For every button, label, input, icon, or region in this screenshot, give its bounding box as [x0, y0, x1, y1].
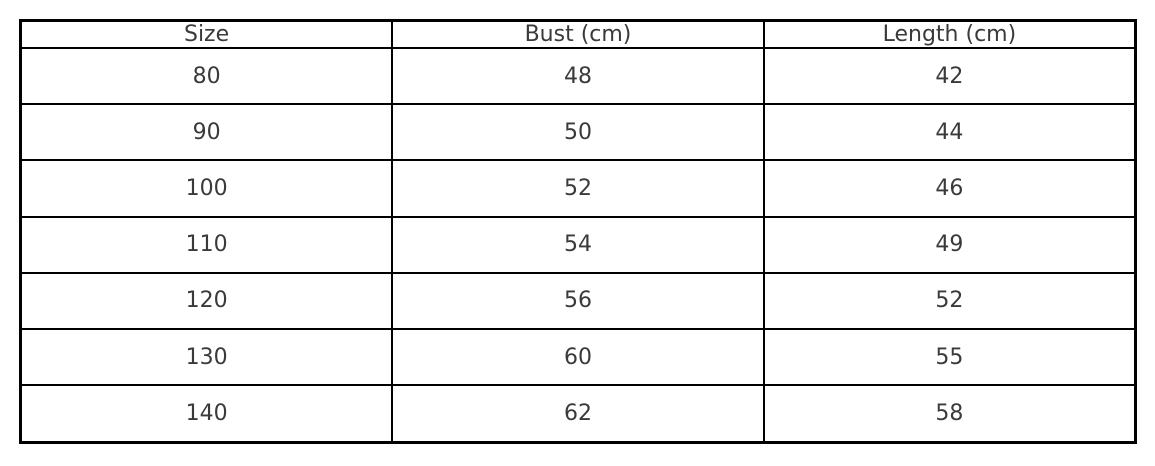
- size-chart-body: 80 48 42 90 50 44 100 52 46 110 54 49 12…: [19, 46, 1137, 444]
- cell-size: 120: [19, 271, 394, 331]
- table-row: 110 54 49: [19, 215, 1137, 274]
- cell-size: 140: [19, 384, 394, 444]
- table-row: 90 50 44: [19, 103, 1137, 162]
- table-row: 130 60 55: [19, 328, 1137, 387]
- table-row: 140 62 58: [19, 384, 1137, 444]
- cell-size: 100: [19, 159, 394, 218]
- table-row: 80 48 42: [19, 46, 1137, 106]
- cell-length: 49: [762, 215, 1137, 274]
- header-cell-bust: Bust (cm): [391, 19, 765, 49]
- cell-size: 90: [19, 103, 394, 162]
- cell-bust: 54: [391, 215, 765, 274]
- cell-bust: 62: [391, 384, 765, 444]
- cell-length: 52: [762, 271, 1137, 331]
- cell-length: 42: [762, 46, 1137, 106]
- header-row: Size Bust (cm) Length (cm): [19, 19, 1137, 49]
- table-row: 100 52 46: [19, 159, 1137, 218]
- cell-length: 55: [762, 328, 1137, 387]
- cell-length: 44: [762, 103, 1137, 162]
- size-chart-table: Size Bust (cm) Length (cm) 80 48 42 90 5…: [19, 19, 1137, 444]
- header-cell-size: Size: [19, 19, 394, 49]
- cell-size: 80: [19, 46, 394, 106]
- cell-bust: 56: [391, 271, 765, 331]
- table-row: 120 56 52: [19, 271, 1137, 331]
- cell-size: 110: [19, 215, 394, 274]
- cell-size: 130: [19, 328, 394, 387]
- cell-bust: 52: [391, 159, 765, 218]
- cell-bust: 48: [391, 46, 765, 106]
- cell-bust: 50: [391, 103, 765, 162]
- cell-bust: 60: [391, 328, 765, 387]
- cell-length: 58: [762, 384, 1137, 444]
- size-chart-header: Size Bust (cm) Length (cm): [19, 19, 1137, 49]
- header-cell-length: Length (cm): [762, 19, 1137, 49]
- cell-length: 46: [762, 159, 1137, 218]
